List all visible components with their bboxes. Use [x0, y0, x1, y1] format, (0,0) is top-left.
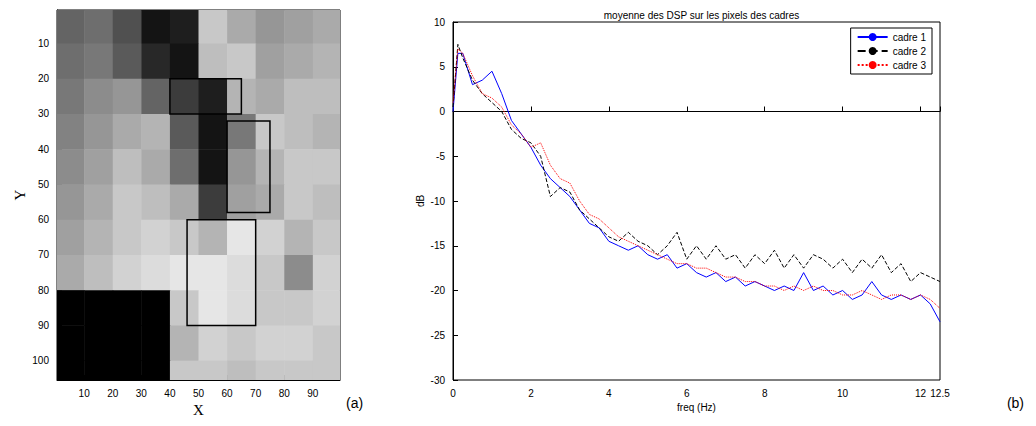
svg-text:5: 5 [439, 61, 445, 72]
svg-text:2: 2 [528, 388, 534, 399]
svg-text:cadre 2: cadre 2 [893, 46, 927, 57]
svg-text:30: 30 [136, 388, 148, 399]
svg-text:70: 70 [250, 388, 262, 399]
svg-text:100: 100 [32, 355, 49, 366]
svg-text:80: 80 [279, 388, 291, 399]
svg-text:10: 10 [837, 388, 849, 399]
svg-text:6: 6 [684, 388, 690, 399]
svg-text:8: 8 [762, 388, 768, 399]
svg-text:0: 0 [439, 106, 445, 117]
svg-text:4: 4 [606, 388, 612, 399]
svg-text:60: 60 [222, 388, 234, 399]
svg-text:20: 20 [107, 388, 119, 399]
svg-text:10: 10 [434, 17, 446, 28]
svg-text:(a): (a) [346, 395, 363, 411]
svg-text:-5: -5 [436, 151, 445, 162]
svg-text:-20: -20 [431, 285, 446, 296]
svg-text:70: 70 [38, 249, 50, 260]
svg-text:0: 0 [450, 388, 456, 399]
svg-text:moyenne des DSP sur les pixels: moyenne des DSP sur les pixels des cadre… [604, 10, 799, 21]
svg-text:-30: -30 [431, 375, 446, 386]
svg-text:80: 80 [38, 285, 50, 296]
svg-text:freq (Hz): freq (Hz) [677, 402, 716, 413]
svg-text:20: 20 [38, 73, 50, 84]
svg-text:cadre 3: cadre 3 [893, 60, 927, 71]
svg-text:40: 40 [38, 144, 50, 155]
svg-text:30: 30 [38, 108, 50, 119]
svg-text:12: 12 [915, 388, 927, 399]
svg-text:dB: dB [415, 195, 426, 208]
svg-text:50: 50 [38, 179, 50, 190]
svg-text:90: 90 [38, 320, 50, 331]
svg-text:-10: -10 [431, 196, 446, 207]
svg-text:90: 90 [307, 388, 319, 399]
svg-text:10: 10 [79, 388, 91, 399]
svg-text:cadre 1: cadre 1 [893, 32, 927, 43]
svg-text:-15: -15 [431, 240, 446, 251]
svg-text:60: 60 [38, 214, 50, 225]
svg-text:50: 50 [193, 388, 205, 399]
svg-text:40: 40 [164, 388, 176, 399]
svg-text:-25: -25 [431, 330, 446, 341]
svg-text:10: 10 [38, 38, 50, 49]
svg-text:Y: Y [12, 189, 28, 200]
svg-text:X: X [193, 402, 204, 418]
svg-text:12.5: 12.5 [930, 388, 950, 399]
svg-text:(b): (b) [1007, 395, 1024, 411]
